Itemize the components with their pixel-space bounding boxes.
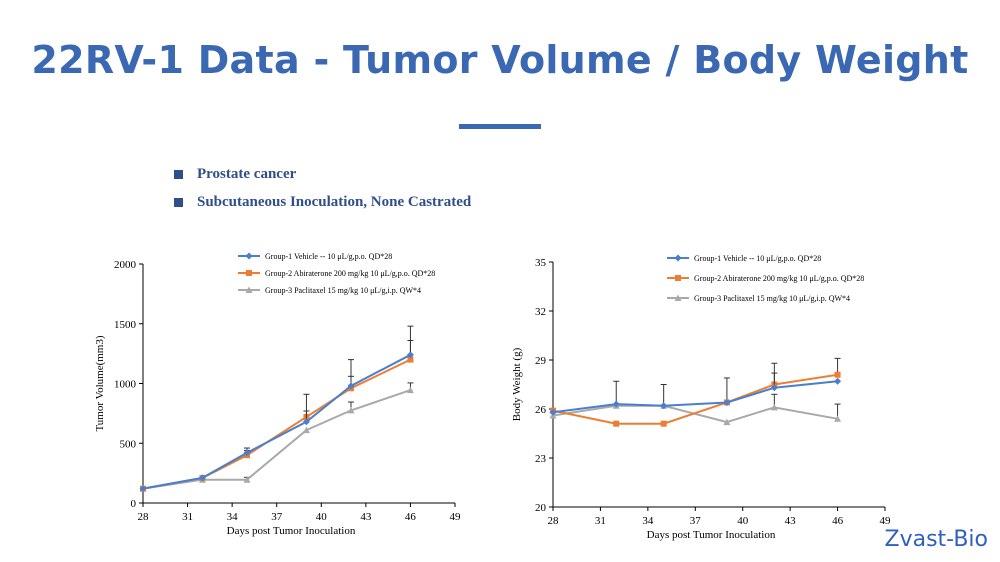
series-line-group2	[552, 373, 838, 425]
legend-marker	[245, 286, 253, 293]
y-tick-label: 26	[535, 404, 547, 416]
data-point-group3	[770, 403, 778, 411]
y-tick-label: 1000	[114, 379, 137, 391]
series-line-group1	[552, 380, 838, 414]
y-tick-label: 0	[131, 498, 137, 510]
legend-marker	[674, 254, 682, 262]
data-point-group1	[302, 418, 310, 426]
bullet-list: Prostate cancer Subcutaneous Inoculation…	[174, 160, 471, 216]
series-line-group2	[142, 358, 411, 490]
y-tick-label: 2000	[114, 259, 137, 271]
data-point-group3	[406, 386, 414, 394]
data-point-group2	[613, 420, 620, 427]
page-title: 22RV-1 Data - Tumor Volume / Body Weight	[31, 38, 969, 82]
data-point-group1	[770, 384, 778, 392]
data-point-group1	[347, 382, 355, 390]
bullet-text: Subcutaneous Inoculation, None Castrated	[197, 193, 472, 210]
y-tick-label: 23	[535, 453, 547, 465]
legend-label: Group-2 Abiraterone 200 mg/kg 10 μL/g,p.…	[694, 274, 864, 283]
x-tick-label: 49	[880, 515, 892, 527]
data-point-group3	[302, 426, 310, 434]
x-tick-label: 46	[832, 515, 844, 527]
data-point-group3	[347, 406, 355, 414]
y-tick-label: 32	[535, 306, 546, 318]
legend-marker	[674, 294, 682, 301]
x-axis-label: Days post Tumor Inoculation	[647, 529, 776, 541]
legend-marker	[245, 252, 253, 260]
data-point-group2	[834, 371, 841, 378]
legend-marker	[246, 270, 252, 276]
x-tick-label: 31	[182, 511, 193, 523]
data-point-group1	[723, 398, 731, 406]
legend-label: Group-1 Vehicle -- 10 μL/g,p.o. QD*28	[265, 252, 392, 261]
y-tick-label: 35	[535, 257, 547, 269]
title-underline	[459, 124, 541, 129]
y-axis-label: Tumor Volume(mm3)	[94, 335, 106, 431]
bullet-text: Prostate cancer	[197, 165, 297, 182]
legend-label: Group-3 Paclitaxel 15 mg/kg 10 μL/g,i.p.…	[265, 286, 421, 295]
data-point-group1	[549, 408, 557, 416]
data-point-group1	[660, 402, 668, 410]
data-point-group1	[139, 485, 147, 493]
bullet-item: Prostate cancer	[174, 160, 471, 188]
x-tick-label: 43	[785, 515, 797, 527]
data-point-group1	[406, 351, 414, 359]
data-point-group1	[198, 474, 206, 482]
x-tick-label: 34	[642, 515, 654, 527]
y-tick-label: 20	[535, 502, 547, 514]
x-tick-label: 28	[138, 511, 150, 523]
legend-marker	[675, 275, 681, 281]
legend-label: Group-3 Paclitaxel 15 mg/kg 10 μL/g,i.p.…	[694, 294, 850, 303]
data-point-group2	[660, 420, 667, 427]
bullet-item: Subcutaneous Inoculation, None Castrated	[174, 188, 471, 216]
brand-logo: Zvast-Bio	[884, 527, 988, 552]
data-point-group1	[834, 377, 842, 385]
y-axis-label: Body Weight (g)	[511, 347, 523, 421]
x-axis-label: Days post Tumor Inoculation	[227, 525, 356, 537]
x-tick-label: 40	[316, 511, 328, 523]
x-tick-label: 28	[548, 515, 560, 527]
data-point-group2	[407, 356, 414, 363]
y-tick-label: 29	[535, 355, 547, 367]
legend-label: Group-2 Abiraterone 200 mg/kg 10 μL/g,p.…	[265, 269, 435, 278]
data-point-group3	[834, 415, 842, 422]
data-point-group3	[243, 476, 251, 483]
x-tick-label: 31	[595, 515, 606, 527]
series-line-group1	[142, 353, 411, 490]
bullet-square-icon	[174, 197, 183, 207]
data-point-group3	[723, 418, 731, 426]
y-tick-label: 1500	[114, 319, 137, 331]
x-tick-label: 43	[360, 511, 372, 523]
y-tick-label: 500	[120, 438, 137, 450]
x-tick-label: 46	[405, 511, 417, 523]
data-point-group1	[243, 449, 251, 457]
x-tick-label: 40	[737, 515, 749, 527]
bullet-square-icon	[174, 169, 183, 179]
x-tick-label: 37	[271, 511, 283, 523]
x-tick-label: 37	[690, 515, 702, 527]
series-line-group3	[142, 389, 411, 490]
legend-label: Group-1 Vehicle -- 10 μL/g,p.o. QD*28	[694, 254, 821, 263]
x-tick-label: 49	[450, 511, 462, 523]
x-tick-label: 34	[227, 511, 239, 523]
data-point-group1	[612, 400, 620, 408]
